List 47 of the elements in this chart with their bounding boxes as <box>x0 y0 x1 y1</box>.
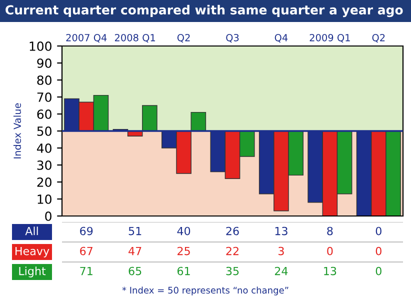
y-tick-label: 100 <box>30 41 52 51</box>
data-label: 0 <box>376 226 382 236</box>
x-tick-label: Q2 <box>372 34 385 42</box>
text: Light <box>19 266 46 278</box>
y-axis-title: Index Value <box>13 103 21 158</box>
y-tick-label: 80 <box>37 75 52 85</box>
text: * Index = 50 represents “no change” <box>122 286 288 296</box>
bar <box>190 112 206 132</box>
data-label: 0 <box>376 246 382 256</box>
y-tick-label: 40 <box>36 143 52 153</box>
x-tick-label: 2009 Q1 <box>310 34 350 42</box>
data-label: 0 <box>376 266 382 276</box>
data-label: 40 <box>177 226 190 236</box>
y-tick-label: 60 <box>37 109 52 119</box>
chart-title: Current quarter compared with same quarter a year ago <box>6 4 403 18</box>
y-tick-label: 10 <box>38 194 52 204</box>
data-label: 69 <box>80 226 93 236</box>
data-label: 51 <box>128 226 142 236</box>
data-label: 24 <box>274 266 288 276</box>
bar <box>142 105 158 132</box>
y-tick-label: 0 <box>45 211 52 221</box>
x-tick-label: Q2 <box>177 34 190 42</box>
y-tick-label: 30 <box>37 160 52 170</box>
data-label: 8 <box>327 226 333 236</box>
data-label: 0 <box>327 246 333 256</box>
data-label: 25 <box>178 246 190 256</box>
x-tick-label: 2008 Q1 <box>114 34 156 42</box>
y-tick-label: 70 <box>37 92 52 102</box>
data-label: 3 <box>278 246 284 256</box>
y-tick-label: 20 <box>37 177 52 187</box>
data-label: 71 <box>80 266 92 276</box>
data-label: 13 <box>324 266 336 276</box>
data-label: 35 <box>226 266 239 276</box>
x-tick-label: Q4 <box>274 34 288 42</box>
data-label: 13 <box>275 226 288 236</box>
x-tick-label: 2007 Q4 <box>66 34 107 42</box>
y-tick-label: 90 <box>37 58 52 68</box>
data-label: 61 <box>177 266 190 276</box>
text: Heavy <box>16 246 50 258</box>
data-label: 47 <box>128 246 142 256</box>
data-label: 22 <box>226 246 238 256</box>
y-tick-label: 50 <box>37 126 52 136</box>
data-label: 67 <box>80 246 92 256</box>
data-label: 65 <box>128 266 142 276</box>
text: All <box>25 226 38 236</box>
x-tick-label: Q3 <box>226 34 239 42</box>
data-label: 26 <box>226 226 239 236</box>
